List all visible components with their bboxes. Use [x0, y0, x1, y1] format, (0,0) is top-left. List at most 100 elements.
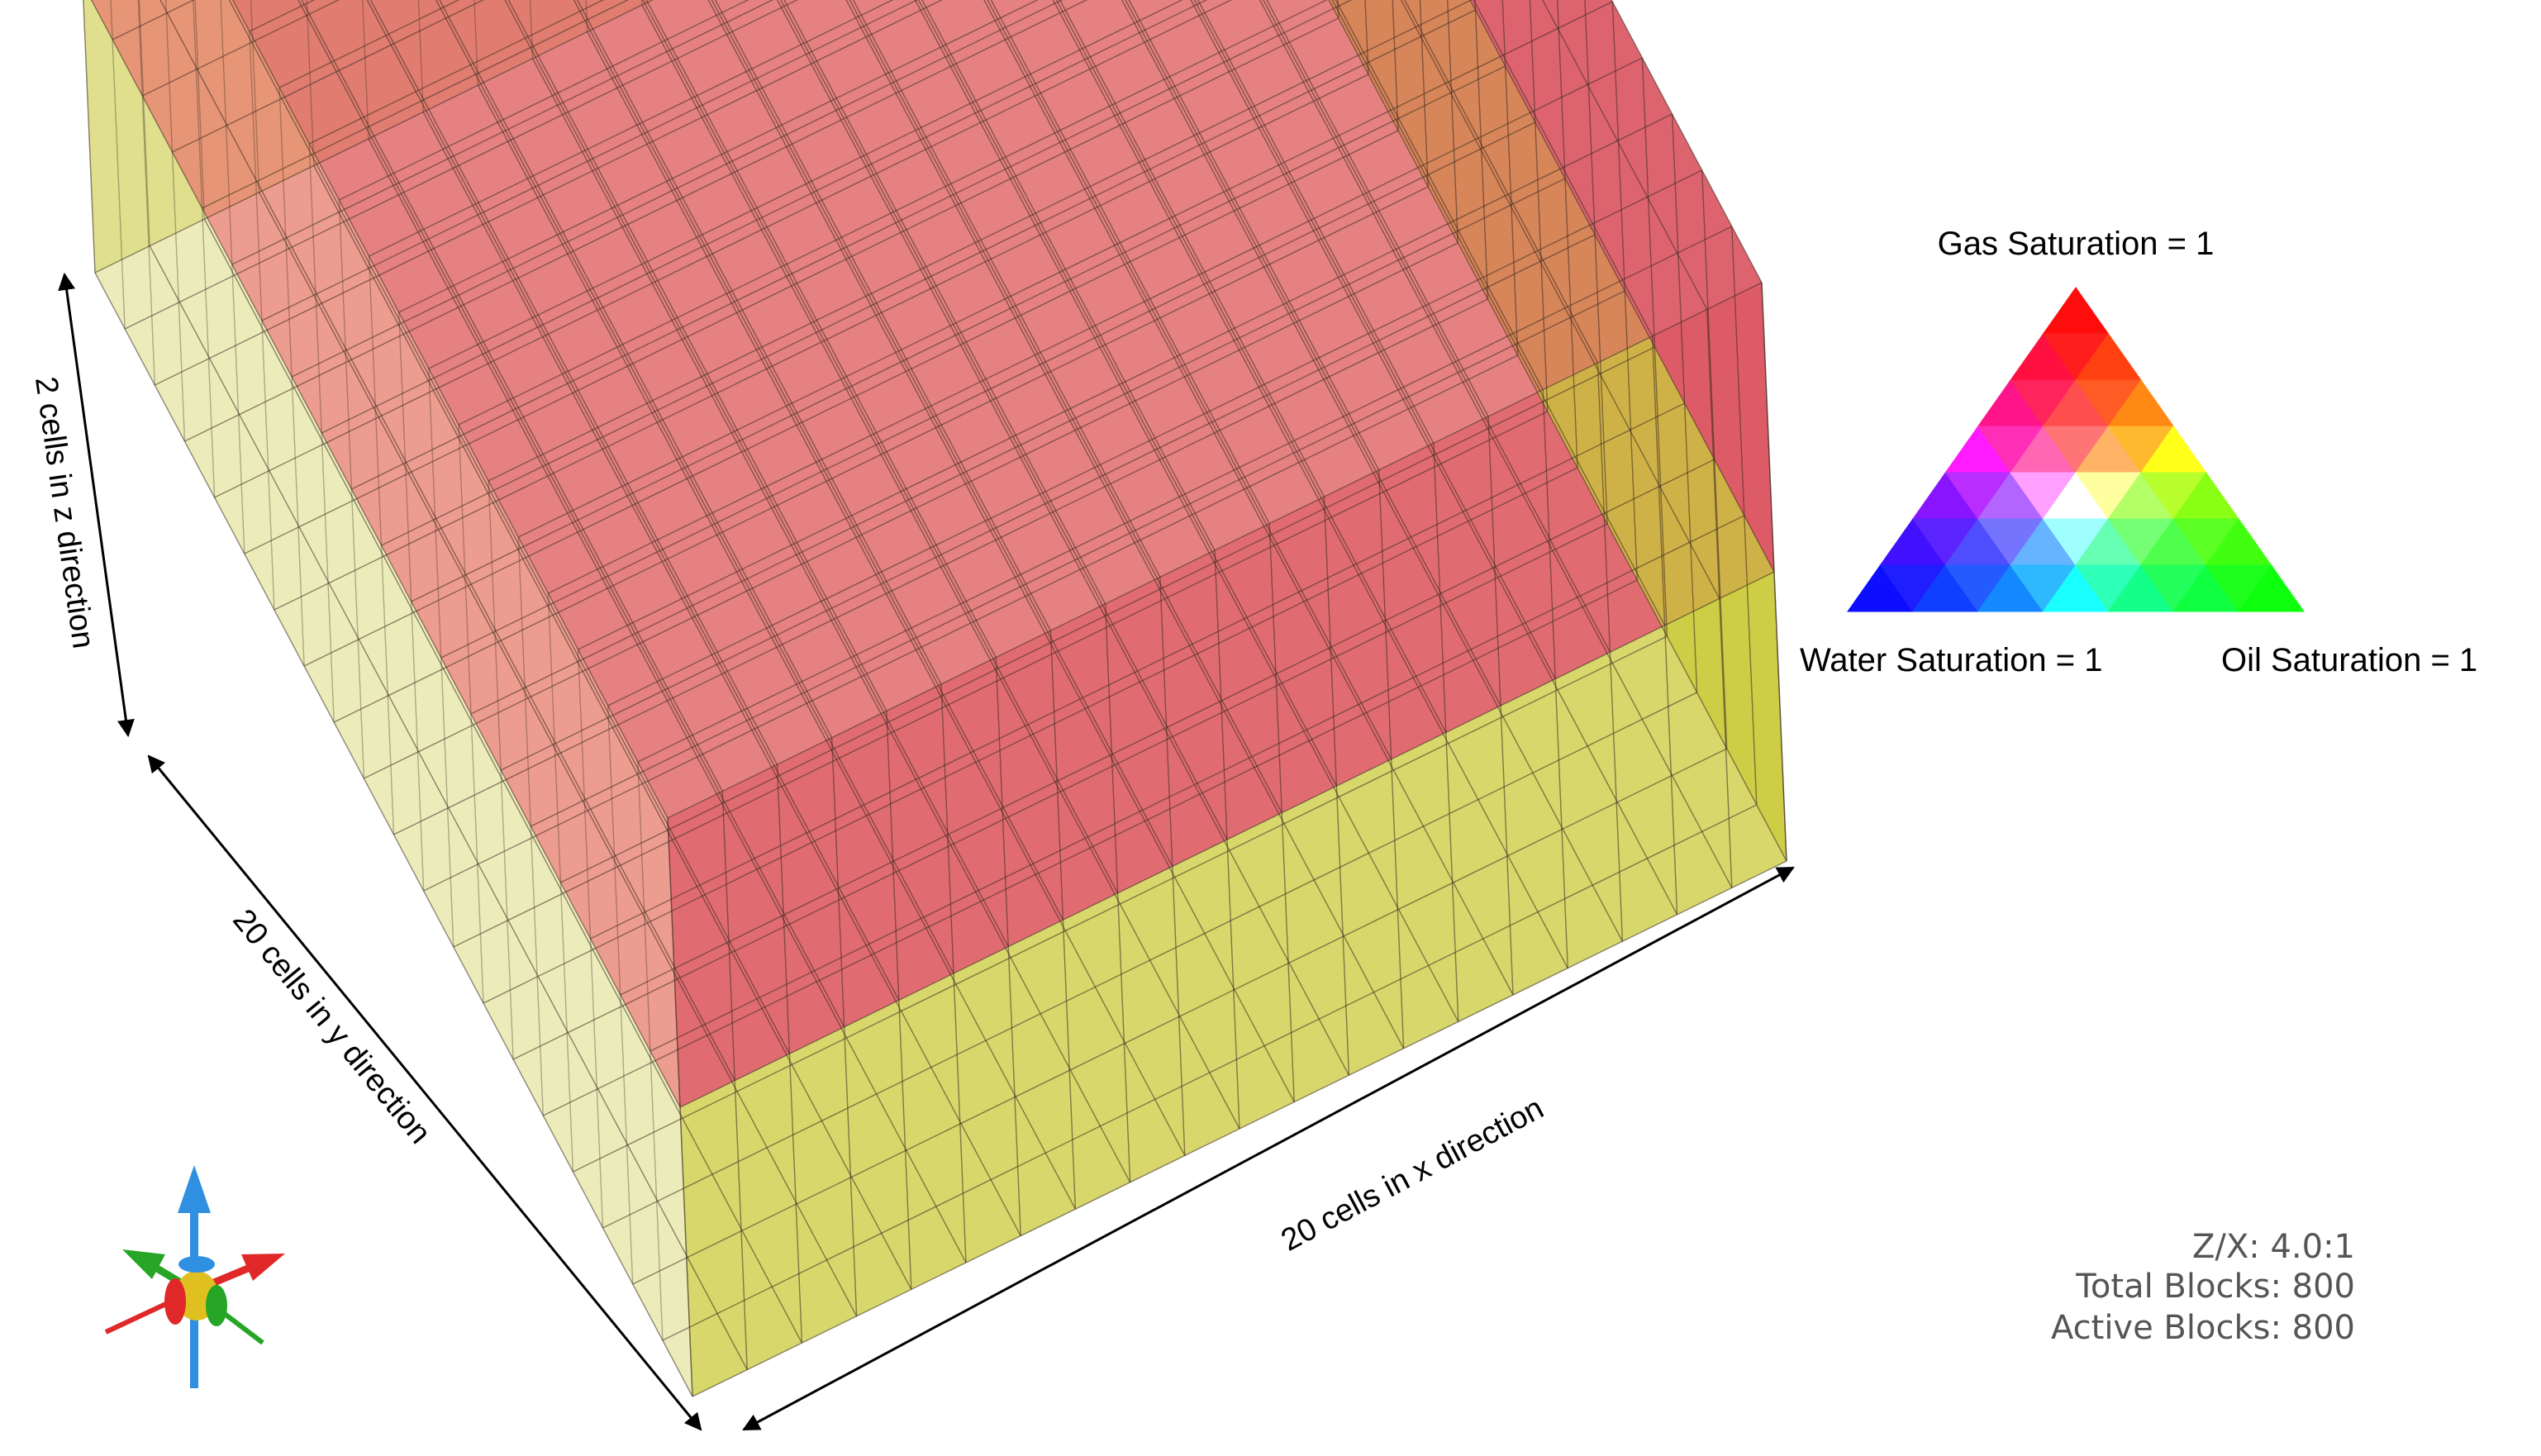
axis-triad-icon[interactable] [104, 1165, 285, 1388]
grid-line-z [1392, 0, 1399, 131]
grid-line-x [500, 234, 1596, 771]
grid-line-z [306, 0, 315, 166]
grid-line-z [1474, 0, 1489, 300]
grid-line-z [1419, 0, 1429, 188]
grid-line-y [1473, 0, 1654, 337]
grid-line-x [548, 57, 1643, 594]
grid-line-y [1197, 0, 1435, 444]
grid-line-z [1671, 113, 1698, 693]
grid-line-y [1266, 0, 1489, 417]
grid-line-x [184, 0, 1088, 442]
y-dimension-arrow [147, 754, 702, 1431]
grid-line-y [1541, 0, 1708, 310]
grid-line-x [94, 0, 654, 274]
grid-line-x [542, 579, 1638, 1116]
triad-center-green [206, 1285, 227, 1326]
grid-line-z [83, 0, 96, 274]
gas-saturation-label: Gas Saturation = 1 [1938, 226, 2215, 262]
grid-line-z [308, 143, 335, 723]
z-dimension-arrow [58, 272, 135, 738]
grid-line-x [124, 0, 798, 330]
grid-line-z [220, 0, 245, 554]
triad-center-red [164, 1278, 186, 1325]
ternary-cell [2238, 564, 2305, 612]
grid-line-z [338, 199, 365, 779]
grid-line-x [351, 0, 1353, 490]
x-dimension-arrow [742, 866, 1795, 1431]
grid-line-z [1701, 169, 1728, 749]
grid-line-z [137, 0, 155, 386]
grid-line-x [303, 130, 1399, 667]
grid-line-x [339, 0, 749, 201]
grid-line-x [398, 0, 1039, 313]
grid-line-x [154, 0, 944, 386]
grid-line-z [194, 0, 206, 220]
grid-line-z [1584, 0, 1608, 525]
grid-line-x [321, 0, 1208, 434]
grid-line-z [110, 0, 126, 330]
grid-line-y [1059, 0, 1325, 497]
triad-center-blue [178, 1256, 215, 1273]
grid-line-x [428, 0, 1183, 369]
zx-ratio-text: Z/X: 4.0:1 [2192, 1228, 2355, 1266]
grid-line-z [1731, 226, 1758, 806]
grid-line-z [1761, 282, 1787, 862]
total-blocks-text: Total Blocks: 800 [2075, 1268, 2355, 1306]
grid-line-x [214, 0, 1233, 498]
grid-line-z [362, 0, 369, 140]
triad-y-arrowhead [122, 1249, 165, 1279]
grid-line-z [250, 0, 260, 193]
grid-line-y [1128, 0, 1380, 471]
reservoir-grid-block[interactable] [70, 0, 1787, 1397]
grid-line-x [458, 0, 1328, 426]
ternary-saturation-legend [1847, 287, 2305, 612]
grid-line-z [1529, 0, 1549, 412]
grid-line-z [1501, 0, 1519, 356]
grid-line-x [274, 74, 1369, 611]
grid-line-x [560, 346, 1655, 883]
grid-line-x [333, 186, 1429, 723]
grid-line-x [381, 9, 1476, 546]
triad-x-arrowhead [241, 1254, 285, 1281]
grid-line-z [368, 255, 395, 835]
grid-line-x [667, 282, 1763, 819]
grid-line-y [921, 0, 1216, 551]
grid-line-x [231, 0, 774, 265]
grid-line-x [369, 0, 894, 257]
grid-line-x [607, 169, 1703, 707]
top-face [232, 0, 1762, 818]
active-blocks-text: Active Blocks: 800 [2051, 1309, 2355, 1347]
grid-line-x [172, 0, 485, 153]
grid-line-z [249, 31, 275, 611]
grid-line-x [308, 0, 605, 145]
grid-line-y [1611, 0, 1763, 283]
grid-line-x [291, 0, 1064, 378]
grid-line-z [83, 0, 96, 274]
grid-line-z [1557, 0, 1578, 469]
grid-line-x [637, 226, 1733, 763]
grid-line-z [193, 0, 216, 498]
grid-line-y [1335, 0, 1544, 390]
grid-line-x [393, 298, 1488, 835]
grid-line-x [517, 1, 1613, 538]
z-dimension-label: 2 cells in z direction [28, 374, 101, 650]
y-dimension-label: 20 cells in y direction [226, 903, 437, 1151]
grid-line-z [278, 87, 305, 667]
triad-z-arrowhead [178, 1165, 211, 1213]
grid-line-x [590, 402, 1685, 940]
grid-line-x [202, 0, 630, 209]
grid-line-z [417, 0, 424, 112]
grid-line-z [138, 0, 150, 246]
grid-line-x [578, 113, 1673, 650]
grid-line-x [364, 242, 1458, 779]
grid-line-x [141, 0, 340, 97]
grid-line-z [1611, 1, 1638, 581]
grid-line-z [1446, 0, 1458, 244]
grid-line-x [530, 290, 1625, 827]
x-dimension-label: 20 cells in x direction [1276, 1091, 1549, 1259]
grid-line-x [244, 17, 1339, 554]
grid-line-z [1641, 57, 1668, 637]
grid-line-z [164, 0, 186, 442]
grid-line-x [261, 0, 919, 321]
